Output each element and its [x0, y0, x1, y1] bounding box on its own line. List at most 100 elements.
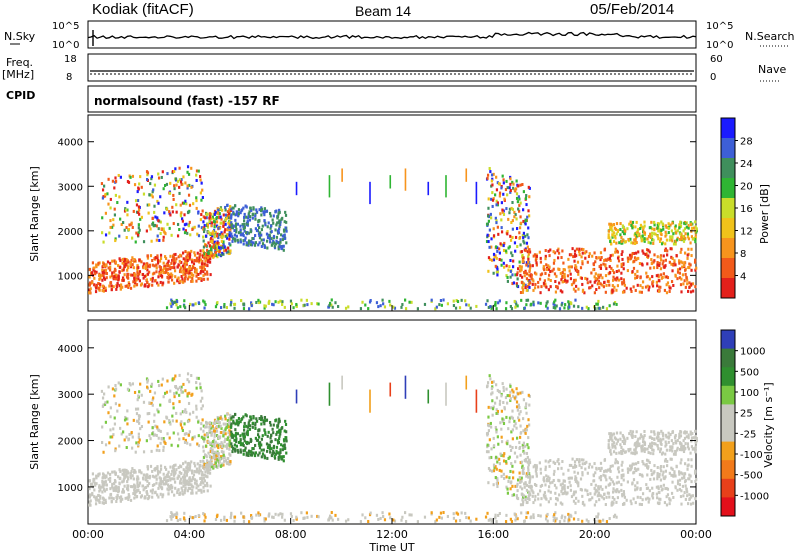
power-cell	[553, 306, 555, 309]
velocity-cell	[684, 480, 686, 483]
velocity-cell	[525, 475, 527, 478]
velocity-cell	[278, 431, 280, 434]
power-cell	[505, 180, 507, 183]
velocity-cell	[647, 497, 649, 500]
power-cell	[643, 231, 645, 234]
velocity-cell	[550, 491, 552, 494]
velocity-cell	[204, 470, 206, 473]
power-streak	[341, 168, 343, 181]
velocity-cell	[175, 412, 177, 415]
velocity-cell	[509, 391, 511, 394]
velocity-cell	[134, 391, 136, 394]
velocity-cell	[113, 497, 115, 500]
power-cell	[635, 252, 637, 255]
power-cell	[621, 258, 623, 261]
power-cell	[495, 307, 497, 310]
velocity-cell	[509, 385, 511, 388]
power-cell	[665, 259, 667, 262]
velocity-cell	[223, 454, 225, 457]
velocity-cell	[177, 488, 179, 491]
power-cell	[494, 301, 496, 304]
power-cell	[584, 277, 586, 280]
power-cell	[526, 277, 528, 280]
power-cell	[135, 240, 137, 243]
power-cell	[173, 262, 175, 265]
power-cell	[152, 195, 154, 198]
velocity-cell	[634, 484, 636, 487]
velocity-cell	[605, 503, 607, 506]
power-colorbar-tick-label: 4	[740, 272, 746, 283]
power-cell	[91, 271, 93, 274]
power-cell	[97, 262, 99, 265]
velocity-cell	[571, 458, 573, 461]
power-cell	[696, 227, 698, 230]
velocity-cell	[653, 477, 655, 480]
power-cell	[185, 259, 187, 262]
power-cell	[201, 182, 203, 185]
velocity-cell	[157, 496, 159, 499]
velocity-cell	[274, 438, 276, 441]
power-cell	[612, 279, 614, 282]
power-cell	[198, 234, 200, 237]
power-cell	[690, 269, 692, 272]
power-cell	[512, 219, 514, 222]
power-cell	[184, 231, 186, 234]
power-cell	[489, 170, 491, 173]
velocity-cell	[669, 502, 671, 505]
power-cell	[202, 196, 204, 199]
power-cell	[487, 234, 489, 237]
power-cell	[663, 254, 665, 257]
power-cell	[127, 277, 129, 280]
velocity-cell	[126, 409, 128, 412]
power-cell	[516, 245, 518, 248]
velocity-cell	[679, 479, 681, 482]
velocity-cell	[227, 457, 229, 460]
velocity-cell	[688, 493, 690, 496]
power-cell	[266, 246, 268, 249]
velocity-cell	[229, 460, 231, 463]
power-cell	[173, 282, 175, 285]
power-cell	[169, 266, 171, 269]
power-cell	[171, 234, 173, 237]
power-cell	[154, 279, 156, 282]
velocity-cell	[514, 396, 516, 399]
power-cell	[605, 267, 607, 270]
power-cell	[400, 306, 402, 309]
velocity-cell	[499, 403, 501, 406]
velocity-cell	[487, 381, 489, 384]
power-cell	[259, 231, 261, 234]
power-cell	[90, 287, 92, 290]
velocity-cell	[115, 388, 117, 391]
power-cell	[501, 209, 503, 212]
power-cell	[457, 300, 459, 303]
power-cell	[637, 284, 639, 287]
velocity-cell	[147, 465, 149, 468]
power-cell	[637, 233, 639, 236]
power-cell	[161, 275, 163, 278]
velocity-cell	[152, 488, 154, 491]
velocity-cell	[199, 464, 201, 467]
velocity-cell	[102, 451, 104, 454]
velocity-cell	[248, 450, 250, 453]
power-cell	[257, 224, 259, 227]
power-cell	[189, 275, 191, 278]
velocity-cell	[173, 377, 175, 380]
velocity-cell	[630, 500, 632, 503]
power-cell	[494, 193, 496, 196]
power-cell	[571, 247, 573, 250]
velocity-cell	[150, 465, 152, 468]
velocity-cell	[491, 470, 493, 473]
power-cell	[496, 188, 498, 191]
velocity-cell	[185, 470, 187, 473]
power-cell	[487, 215, 489, 218]
power-cell	[597, 300, 599, 303]
power-cell	[595, 256, 597, 259]
power-cell	[242, 303, 244, 306]
power-cell	[670, 247, 672, 250]
power-cell	[103, 185, 105, 188]
power-cell	[641, 239, 643, 242]
velocity-cell	[163, 420, 165, 423]
power-cell	[507, 218, 509, 221]
velocity-cell	[582, 462, 584, 465]
